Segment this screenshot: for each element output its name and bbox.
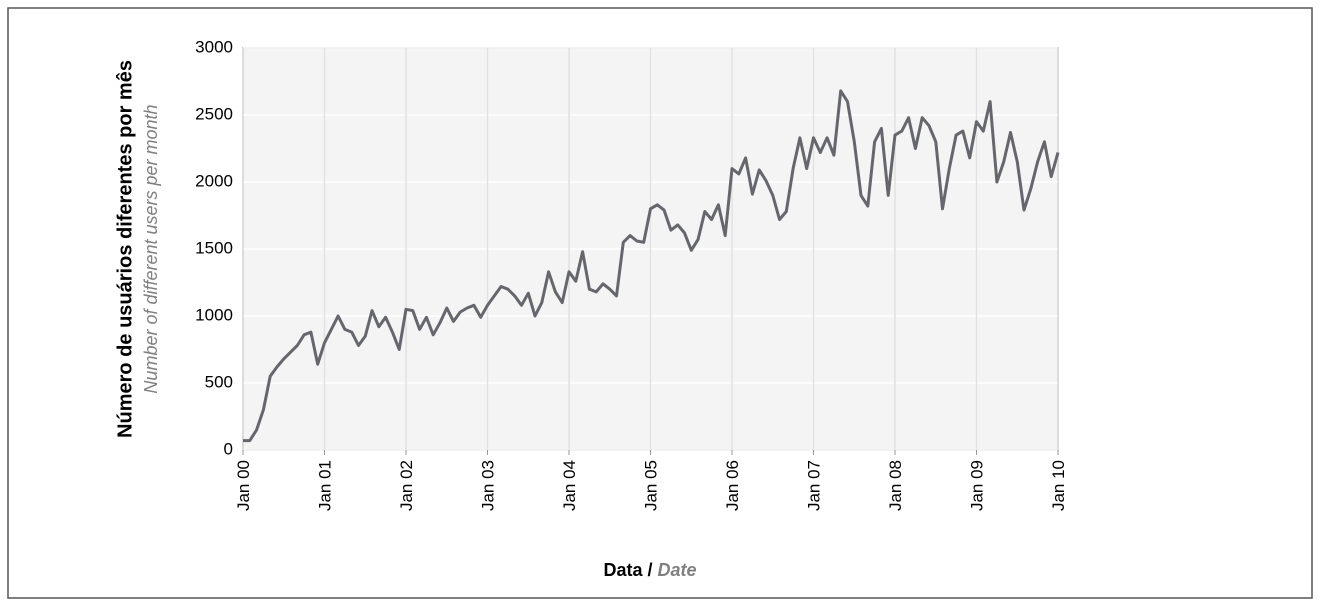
x-tick-label: Jan 07 [805,460,824,511]
grid [242,47,1059,451]
x-tick-label: Jan 10 [1049,460,1068,511]
x-tick-label: Jan 01 [316,460,335,511]
y-tick-label: 1500 [195,238,233,257]
x-axis-label-pt: Data / [603,560,652,580]
y-tick-label: 1000 [195,305,233,324]
y-axis-label-en: Number of different users per month [141,104,161,393]
x-tick-label: Jan 05 [642,460,661,511]
y-tick-label: 0 [224,439,233,458]
y-tick-label: 2000 [195,171,233,190]
y-tick-label: 500 [205,372,233,391]
x-tick-label: Jan 04 [560,460,579,511]
x-tick-label: Jan 03 [479,460,498,511]
y-axis-label: Número de usuários diferentes por mês [114,60,136,438]
x-axis-label: Data / Date [603,560,696,580]
x-tick-label: Jan 06 [723,460,742,511]
x-axis-label-en: Date [658,560,697,580]
x-tick-label: Jan 09 [968,460,987,511]
y-tick-label: 3000 [195,37,233,56]
x-tick-label: Jan 02 [397,460,416,511]
lines [243,89,1060,443]
x-tick-label: Jan 00 [234,460,253,511]
line [243,89,1060,443]
x-tick-label: Jan 08 [886,460,905,511]
y-tick-label: 2500 [195,104,233,123]
